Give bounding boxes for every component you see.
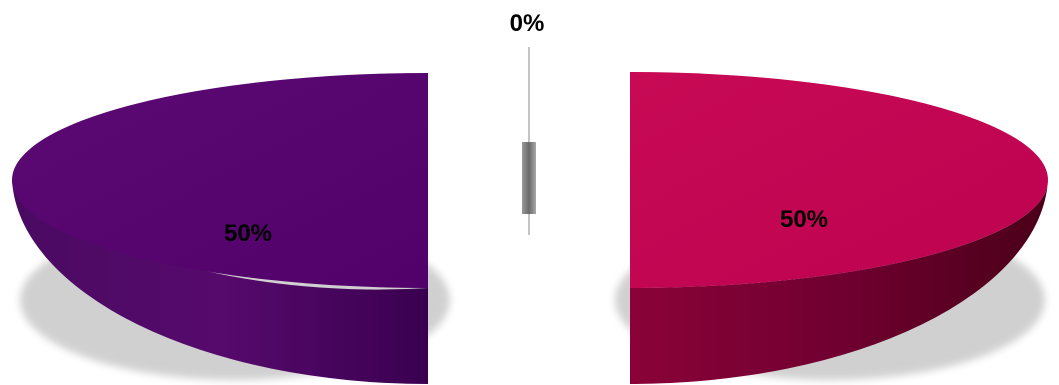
pie-slice-left-top [12, 73, 428, 288]
pie-slice-zero-body [522, 142, 536, 214]
pie-slice-left-side [12, 180, 428, 385]
pie-slice-zero [522, 47, 536, 235]
data-label-right: 50% [780, 206, 828, 233]
pie-slice-right-top [630, 72, 1048, 288]
pie-slice-right [630, 72, 1048, 384]
pie-slice-left [12, 73, 428, 385]
data-label-zero: 0% [510, 10, 545, 37]
pie-slice-right-side [630, 180, 1048, 384]
data-label-left: 50% [224, 220, 272, 247]
